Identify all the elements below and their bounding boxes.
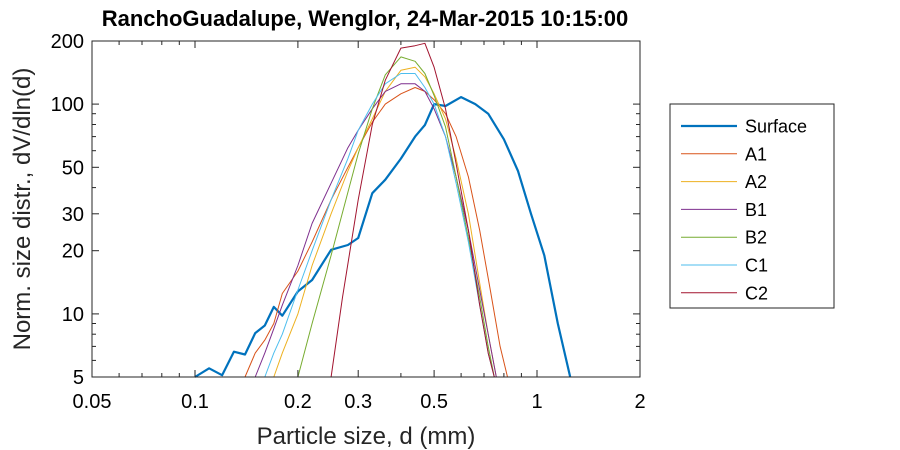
x-tick-label: 0.1	[181, 391, 209, 413]
series-line-surface	[194, 95, 572, 378]
y-axis-label: Norm. size distr., dV/dln(d)	[9, 68, 36, 351]
plot-area	[92, 41, 640, 377]
y-tick-label: 20	[62, 241, 84, 263]
legend-label-a2: A2	[745, 172, 767, 192]
plot-frame	[91, 40, 641, 378]
x-tick-label: 0.3	[344, 391, 372, 413]
legend-box	[669, 103, 835, 309]
x-tick-label: 1	[531, 391, 542, 413]
legend-label-b2: B2	[745, 228, 767, 248]
series-line-c1	[264, 73, 495, 378]
y-tick-label: 200	[51, 31, 84, 53]
series-layer	[194, 42, 572, 378]
legend-label-c1: C1	[745, 256, 768, 276]
legend-label-b1: B1	[745, 200, 767, 220]
y-tick-label: 50	[62, 157, 84, 179]
series-line-a2	[273, 66, 497, 378]
tick-label-layer: 0.05 0.1 0.2 0.3 0.5 1 2 5 10 20 30 50 100 200	[51, 31, 646, 413]
series-line-b1	[254, 83, 497, 378]
y-tick-label: 10	[62, 304, 84, 326]
y-tick-label: 5	[73, 367, 84, 389]
series-line-a1	[244, 87, 508, 378]
legend-label-c2: C2	[745, 283, 768, 303]
x-axis-label: Particle size, d (mm)	[257, 423, 476, 450]
series-line-c2	[330, 42, 495, 378]
legend: Surface A1 A2 B1 B2 C1 C2	[669, 103, 835, 309]
y-tick-label: 100	[51, 94, 84, 116]
x-tick-label: 0.5	[420, 391, 448, 413]
x-tick-label: 0.05	[73, 391, 112, 413]
legend-label-surface: Surface	[745, 117, 807, 137]
x-tick-label: 2	[634, 391, 645, 413]
y-tick-label: 30	[62, 204, 84, 226]
chart-title: RanchoGuadalupe, Wenglor, 24-Mar-2015 10…	[102, 6, 629, 31]
x-tick-label: 0.2	[284, 391, 312, 413]
legend-label-a1: A1	[745, 144, 767, 164]
tick-layer	[91, 40, 641, 378]
